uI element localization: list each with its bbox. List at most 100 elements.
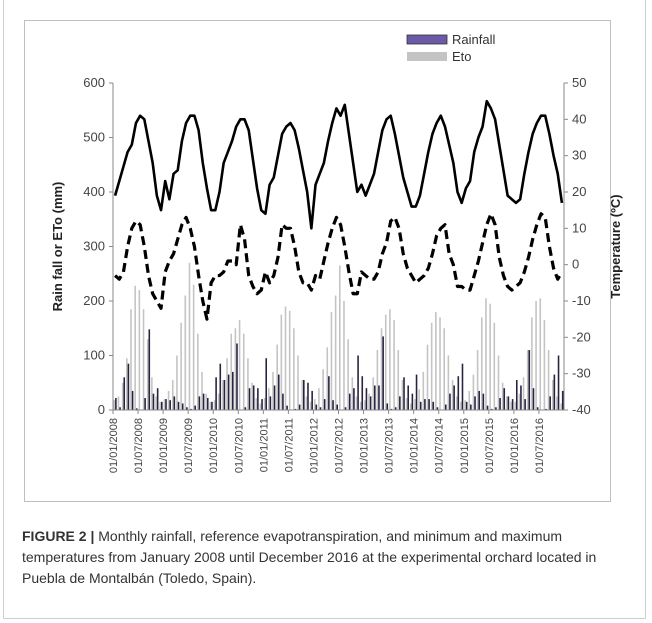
eto-bar (247, 358, 249, 410)
left-tick-label: 0 (98, 402, 105, 417)
eto-bar (343, 301, 345, 410)
eto-bar (163, 399, 166, 410)
eto-bar (472, 374, 475, 410)
eto-bar (318, 388, 320, 410)
eto-bar (485, 298, 487, 410)
chart-container (24, 20, 611, 502)
eto-bar (230, 333, 233, 410)
rainfall-bar (194, 405, 197, 410)
rainfall-bar (553, 374, 556, 410)
eto-bar (418, 389, 420, 410)
rainfall-bar (248, 388, 251, 410)
eto-bar (184, 295, 187, 410)
rainfall-bar (336, 404, 338, 410)
x-tick-label: 01/07/2012 (334, 418, 346, 473)
rainfall-bar (277, 374, 280, 410)
eto-bar (339, 265, 341, 410)
eto-bar (414, 399, 416, 410)
rainfall-bar (161, 401, 163, 410)
eto-bar (313, 399, 316, 410)
rainfall-bar (507, 396, 510, 411)
rainfall-bar (403, 377, 405, 410)
max-temperature-line (113, 99, 564, 230)
rainfall-bar (144, 398, 146, 410)
eto-bar (409, 403, 412, 410)
eto-bar (197, 333, 199, 410)
rainfall-bar (244, 407, 247, 410)
eto-bar (251, 382, 253, 410)
eto-bar (192, 284, 195, 410)
eto-bar (447, 355, 450, 410)
eto-bar (493, 322, 496, 410)
rainfall-bar (311, 390, 313, 410)
eto-bar (543, 320, 546, 410)
x-tick-label: 01/01/2013 (359, 418, 371, 473)
eto-bar (309, 401, 312, 410)
eto-bar (201, 371, 203, 410)
rainfall-bar (252, 385, 255, 410)
eto-bar (330, 311, 333, 410)
left-tick-label: 500 (83, 130, 105, 145)
eto-bar (364, 400, 366, 410)
caption-text: Monthly rainfall, reference evapotranspi… (22, 528, 597, 586)
eto-bar (526, 350, 529, 410)
rainfall-bar (436, 407, 439, 410)
rainfall-bar (236, 343, 238, 410)
eto-bar (368, 393, 370, 410)
rainfall-bar (353, 388, 355, 410)
rainfall-bar (495, 407, 497, 410)
rainfall-bar (303, 380, 305, 410)
x-tick-label: 01/07/2010 (233, 418, 245, 473)
rainfall-bar (298, 404, 301, 410)
rainfall-bar (131, 390, 134, 410)
eto-bar (113, 400, 116, 410)
right-tick-label: -10 (572, 293, 591, 308)
eto-bars (113, 262, 562, 411)
x-tick-label: 01/07/2014 (434, 418, 446, 473)
x-tick-label: 01/07/2013 (384, 418, 396, 473)
eto-bar (535, 301, 537, 410)
rainfall-bar (257, 388, 259, 410)
temperature-lines (113, 99, 564, 321)
rainfall-bar (524, 399, 526, 410)
rainfall-bar (515, 380, 518, 410)
eto-bar (151, 377, 153, 410)
eto-bar (205, 393, 207, 410)
rainfall-bar (407, 385, 409, 410)
eto-bar (305, 396, 308, 411)
rainfall-bar (261, 399, 263, 410)
rainfall-bar (282, 393, 284, 410)
right-tick-label: 40 (572, 111, 586, 126)
eto-bar (117, 396, 120, 411)
rainfall-bar (186, 407, 188, 410)
rainfall-bar (369, 396, 372, 411)
rainfall-bar (219, 363, 222, 410)
rainfall-bar (135, 408, 138, 410)
eto-bar (468, 390, 471, 410)
eto-bar (489, 303, 491, 410)
rainfall-bar (198, 396, 201, 411)
rainfall-bar (545, 408, 547, 410)
rainfall-bar (265, 358, 268, 410)
rainfall-bar (453, 385, 455, 410)
eto-bar (426, 344, 429, 410)
rainfall-bar (482, 393, 485, 410)
right-tick-label: 0 (572, 257, 579, 272)
rainfall-bar (148, 329, 151, 410)
eto-bar (510, 401, 512, 410)
eto-bar (226, 358, 228, 410)
rainfall-bar (386, 403, 389, 410)
eto-bar (497, 355, 500, 410)
eto-bar (405, 398, 408, 410)
rainfall-bar (328, 376, 330, 410)
eto-bar (376, 350, 379, 410)
rainfall-bar (344, 407, 347, 410)
rainfall-bar (181, 403, 184, 410)
rainfall-bar (273, 385, 276, 410)
eto-bar (272, 371, 274, 410)
x-tick-label: 01/07/2015 (484, 418, 496, 473)
eto-bar (547, 350, 550, 410)
rainfall-bar (444, 404, 447, 410)
eto-bar (297, 355, 299, 410)
eto-bar (514, 401, 516, 410)
